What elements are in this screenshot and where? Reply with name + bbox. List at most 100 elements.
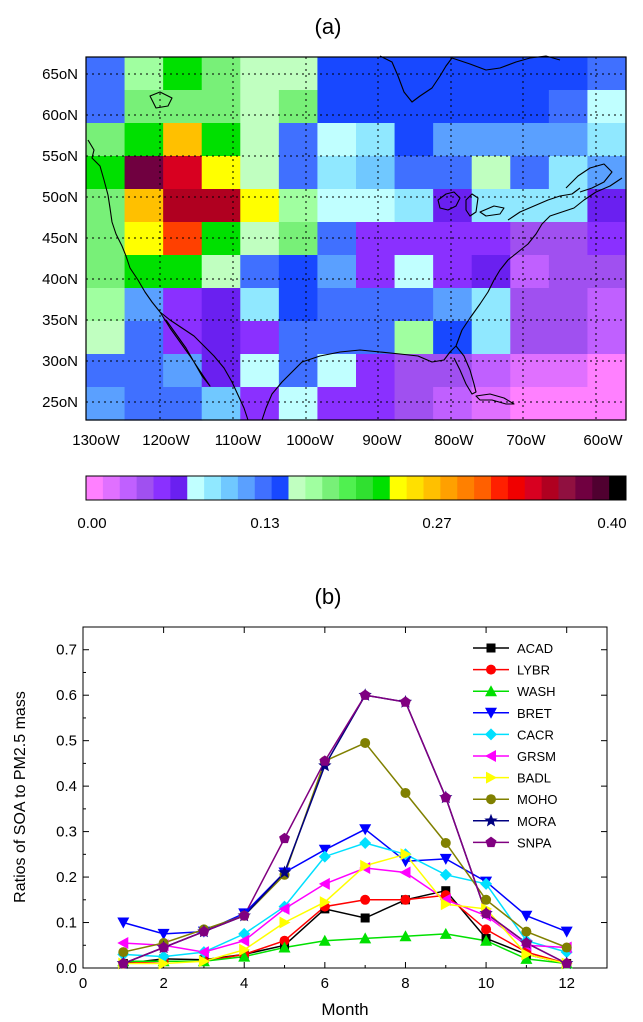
y-tick-labels: 0.0 0.1 0.2 0.3 0.4 0.5 0.6 0.7 <box>56 642 77 977</box>
data-point-grsm <box>278 902 290 915</box>
heatmap-cell <box>163 387 203 421</box>
heatmap-cell <box>278 288 319 322</box>
heatmap-cell <box>163 354 203 388</box>
heatmap-cell <box>163 156 203 190</box>
legend-marker <box>486 794 496 805</box>
colorbar <box>86 476 627 500</box>
heatmap-cell <box>124 255 164 289</box>
data-point-badl <box>158 957 170 970</box>
heatmap-cell <box>356 321 396 355</box>
heatmap-cell <box>548 321 589 355</box>
data-point-moho <box>521 926 532 937</box>
heatmap-cell <box>124 222 164 256</box>
heatmap-cell <box>394 288 434 322</box>
heatmap-cell <box>433 156 473 190</box>
heatmap-cell <box>394 222 434 256</box>
data-point-bret <box>318 844 331 856</box>
heatmap-cell <box>548 222 589 256</box>
x-tick-label: 10 <box>478 975 495 992</box>
data-point-wash <box>359 932 372 944</box>
colorbar-swatch <box>187 476 205 500</box>
colorbar-swatch <box>524 476 543 500</box>
plot-frame <box>82 626 608 969</box>
x-tick-label: 6 <box>321 975 329 992</box>
colorbar-swatch <box>271 476 290 500</box>
heatmap-cell <box>471 255 511 289</box>
panel-a-title: (a) <box>315 14 342 39</box>
colorbar-swatch <box>170 476 188 500</box>
heatmap-cell <box>471 57 511 91</box>
heatmap-cell <box>163 255 203 289</box>
heatmap-cell <box>471 222 511 256</box>
heatmap-cell <box>317 321 357 355</box>
data-point-wash <box>520 952 533 964</box>
heatmap-cell <box>587 90 627 124</box>
data-point-moho <box>360 737 371 748</box>
heatmap-cell <box>124 90 164 124</box>
data-point-moho <box>440 837 451 848</box>
heatmap-cell <box>240 321 280 355</box>
data-point-wash <box>399 930 412 942</box>
heatmap-cell <box>86 387 126 421</box>
colorbar-tick-label: 0.40 <box>597 515 626 532</box>
heatmap-cell <box>471 156 511 190</box>
legend-marker <box>485 685 497 697</box>
data-point-snpa <box>238 910 250 921</box>
lon-label: 70oW <box>506 432 546 449</box>
data-point-bret <box>439 853 452 865</box>
data-point-snpa <box>319 755 331 766</box>
colorbar-swatch <box>102 476 121 500</box>
legend-label: SNPA <box>517 835 552 850</box>
heatmap-cell <box>201 354 241 388</box>
x-tick-label: 12 <box>558 975 575 992</box>
heatmap-cell <box>86 123 126 157</box>
heatmap-cell <box>394 387 434 421</box>
data-point-snpa <box>400 696 411 707</box>
colorbar-swatch <box>474 476 492 500</box>
data-point-grsm <box>399 866 411 879</box>
heatmap-cell <box>471 354 511 388</box>
panel-b-title: (b) <box>315 584 342 609</box>
x-axis-label: Month <box>321 1000 368 1019</box>
legend-marker <box>484 813 498 827</box>
data-point-bret <box>157 928 170 940</box>
lat-label: 40oN <box>42 271 78 288</box>
colorbar-tick-label: 0.27 <box>422 515 451 532</box>
heatmap-cell <box>510 222 550 256</box>
colorbar-swatch <box>372 476 391 500</box>
data-point-bret <box>560 926 573 938</box>
data-point-moho <box>561 942 572 953</box>
heatmap-cell <box>587 123 627 157</box>
heatmap-cell <box>433 255 473 289</box>
legend-label: BADL <box>517 771 551 786</box>
heatmap-cell <box>278 255 319 289</box>
heatmap-cell <box>356 255 396 289</box>
heatmap-cell <box>548 288 589 322</box>
lat-label: 65oN <box>42 66 78 83</box>
heatmap-cell <box>394 354 434 388</box>
heatmap-cell <box>201 321 241 355</box>
y-tick-label: 0.3 <box>56 824 77 841</box>
series-line-snpa <box>123 694 568 965</box>
data-point-lybr <box>400 894 411 905</box>
heatmap-cell <box>201 57 241 91</box>
heatmap-cell <box>510 354 550 388</box>
series-line-bret <box>123 828 567 935</box>
heatmap-cell <box>86 288 126 322</box>
heatmap-cell <box>86 255 126 289</box>
colorbar-swatch <box>423 476 441 500</box>
heatmap-cell <box>317 222 357 256</box>
x-tick-label: 4 <box>240 975 248 992</box>
lon-labels: 130oW 120oW 110oW 100oW 90oW 80oW 70oW 6… <box>72 432 623 449</box>
legend-label: MORA <box>517 814 556 829</box>
data-point-lybr <box>481 924 492 935</box>
map-gridlines <box>86 57 626 420</box>
data-point-moho <box>400 787 411 798</box>
colorbar-swatch <box>541 476 560 500</box>
heatmap-cell <box>124 189 164 223</box>
heatmap-cell <box>587 321 627 355</box>
series-line-badl <box>123 853 567 965</box>
data-point-bret <box>117 917 130 929</box>
colorbar-swatch <box>592 476 610 500</box>
